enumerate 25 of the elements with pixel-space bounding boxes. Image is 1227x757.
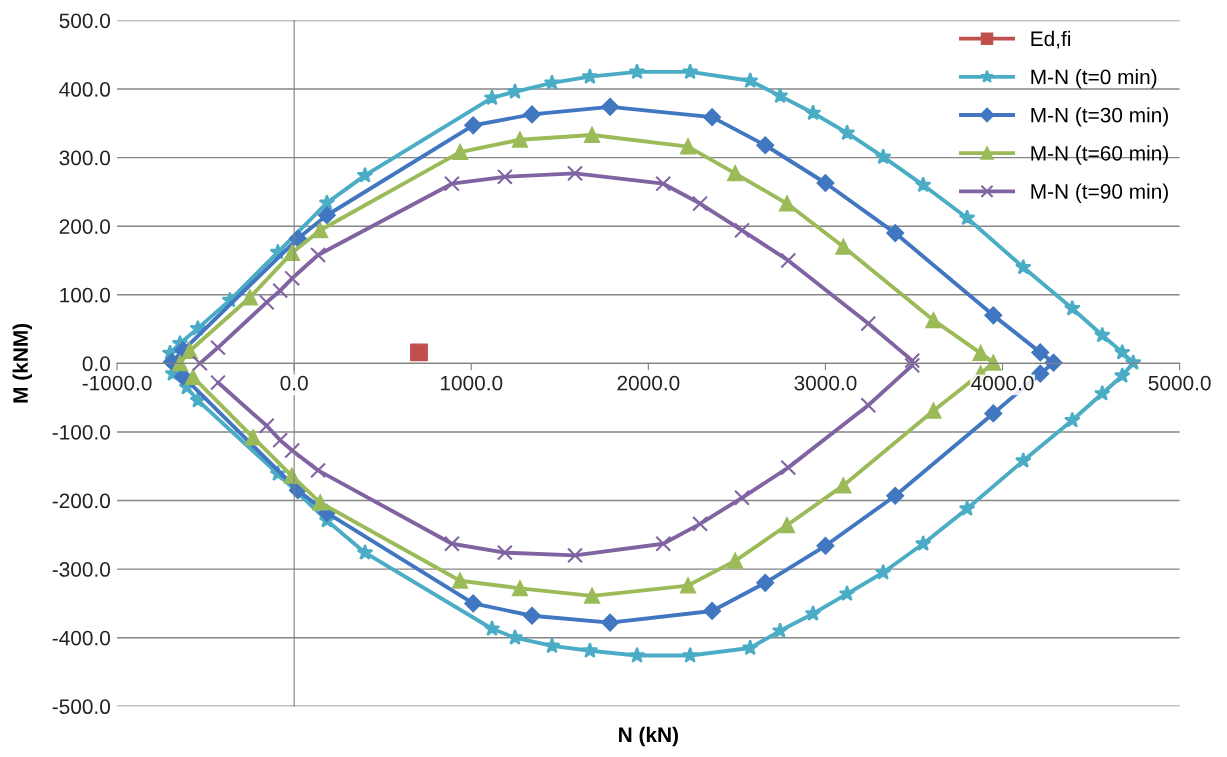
x-tick-label: 2000.0 [617,375,680,391]
y-tick-label: -300.0 [52,562,111,577]
x-axis-title: N (kN) [619,726,678,747]
x-tick-label: 4000.0 [971,375,1034,391]
y-tick-label: 0.0 [82,356,111,372]
y-tick-label: -200.0 [52,493,111,509]
y-tick-label: -100.0 [52,424,111,440]
legend-label: M-N (t=0 min) [1031,69,1157,89]
y-axis-title: M (kNM) [12,323,33,403]
legend-label: M-N (t=30 min) [1031,107,1168,127]
x-tick-label: -1000.0 [82,375,152,391]
y-tick-label: 400.0 [59,82,111,97]
y-tick-label: 300.0 [59,150,111,166]
y-tick-label: -500.0 [52,699,111,715]
legend-label: M-N (t=60 min) [1031,145,1168,165]
legend-label: Ed,fi [1031,30,1071,49]
x-tick-label: 5000.0 [1148,375,1211,391]
x-tick-label: 3000.0 [794,375,857,391]
x-tick-label: 0.0 [280,375,308,391]
x-tick-label: 1000.0 [440,375,503,391]
y-tick-label: 100.0 [60,287,111,303]
y-tick-label: 200.0 [59,219,111,234]
legend-label: M-N (t=90 min) [1031,183,1168,203]
y-tick-label: 500.0 [59,13,111,29]
y-tick-label: -400.0 [52,630,111,646]
